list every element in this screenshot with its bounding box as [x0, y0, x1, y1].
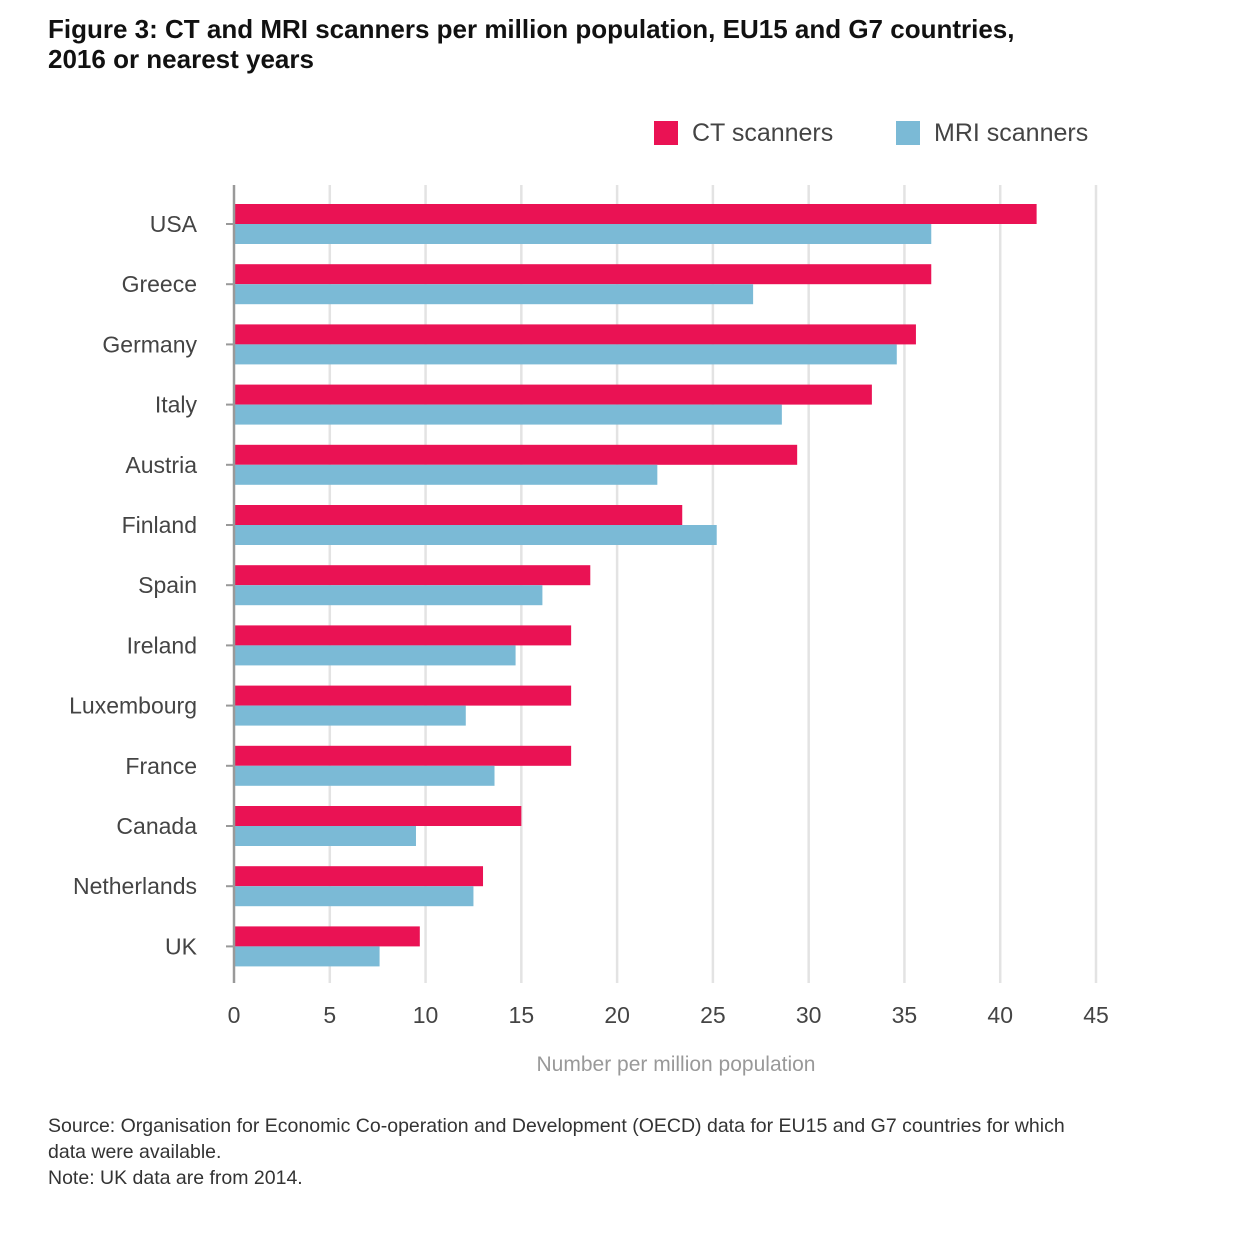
mri-bar-finland [234, 525, 717, 545]
mri-bar-ireland [234, 645, 516, 666]
x-tick-label-15: 15 [509, 1002, 535, 1028]
legend-label-ct: CT scanners [692, 118, 834, 147]
legend-swatch-mri [896, 121, 920, 145]
category-label-italy: Italy [155, 392, 198, 418]
bars [234, 204, 1037, 967]
chart-title-line-2: 2016 or nearest years [48, 44, 314, 74]
chart-title: Figure 3: CT and MRI scanners per millio… [48, 14, 1188, 74]
ct-bar-usa [234, 204, 1037, 224]
legend-label-mri: MRI scanners [934, 118, 1089, 147]
legend-item-mri: MRI scanners [896, 118, 1089, 147]
ct-bar-france [234, 745, 572, 766]
x-tick-label-20: 20 [604, 1002, 630, 1028]
category-label-france: France [125, 753, 197, 779]
ct-bar-ireland [234, 625, 572, 646]
mri-bar-italy [234, 404, 782, 425]
x-tick-label-40: 40 [987, 1002, 1013, 1028]
x-tick-labels: 0 5 10 15 20 25 30 35 40 45 [228, 1002, 1109, 1028]
ct-bar-canada [234, 806, 522, 826]
x-axis-label: Number per million population [536, 1053, 816, 1076]
category-label-greece: Greece [122, 271, 197, 297]
ct-bar-finland [234, 505, 683, 525]
x-tick-label-5: 5 [323, 1002, 336, 1028]
category-label-netherlands: Netherlands [73, 873, 197, 899]
chart-title-line-1: Figure 3: CT and MRI scanners per millio… [48, 14, 1015, 44]
category-label-usa: USA [150, 211, 198, 237]
ct-bar-netherlands [234, 866, 484, 887]
footer: Source: Organisation for Economic Co-ope… [48, 1113, 1188, 1191]
x-tick-label-25: 25 [700, 1002, 726, 1028]
source-note-line-1: Source: Organisation for Economic Co-ope… [48, 1115, 1065, 1137]
mri-bar-uk [234, 946, 380, 967]
category-label-finland: Finland [122, 512, 197, 538]
legend-item-ct: CT scanners [654, 118, 834, 147]
mri-bar-usa [234, 224, 932, 244]
source-note-line-2: data were available. [48, 1141, 222, 1163]
mri-bar-france [234, 765, 495, 786]
mri-bar-spain [234, 585, 543, 606]
x-tick-label-45: 45 [1083, 1002, 1109, 1028]
category-label-luxembourg: Luxembourg [69, 693, 197, 719]
y-axis [226, 185, 236, 983]
category-label-spain: Spain [138, 572, 197, 598]
ct-bar-greece [234, 264, 932, 285]
mri-bar-austria [234, 464, 658, 485]
ct-bar-austria [234, 444, 798, 465]
category-labels: USA Greece Germany Italy Austria Finland Spain… [69, 211, 198, 959]
mri-bar-canada [234, 826, 416, 846]
legend-swatch-ct [654, 121, 678, 145]
mri-bar-netherlands [234, 886, 474, 907]
category-label-germany: Germany [102, 331, 197, 357]
mri-bar-germany [234, 344, 897, 365]
ct-bar-luxembourg [234, 685, 572, 706]
ct-bar-uk [234, 926, 420, 947]
data-note: Note: UK data are from 2014. [48, 1167, 303, 1189]
gridlines [328, 185, 1098, 983]
mri-bar-greece [234, 284, 754, 305]
mri-bar-luxembourg [234, 705, 466, 726]
ct-bar-italy [234, 384, 872, 405]
x-tick-label-35: 35 [892, 1002, 918, 1028]
x-tick-label-30: 30 [796, 1002, 822, 1028]
ct-bar-spain [234, 565, 591, 586]
ct-bar-germany [234, 324, 916, 345]
category-label-austria: Austria [125, 452, 197, 478]
x-tick-label-10: 10 [413, 1002, 439, 1028]
category-label-canada: Canada [116, 813, 197, 839]
category-label-uk: UK [165, 933, 198, 959]
category-label-ireland: Ireland [127, 632, 197, 658]
x-tick-label-0: 0 [228, 1002, 241, 1028]
